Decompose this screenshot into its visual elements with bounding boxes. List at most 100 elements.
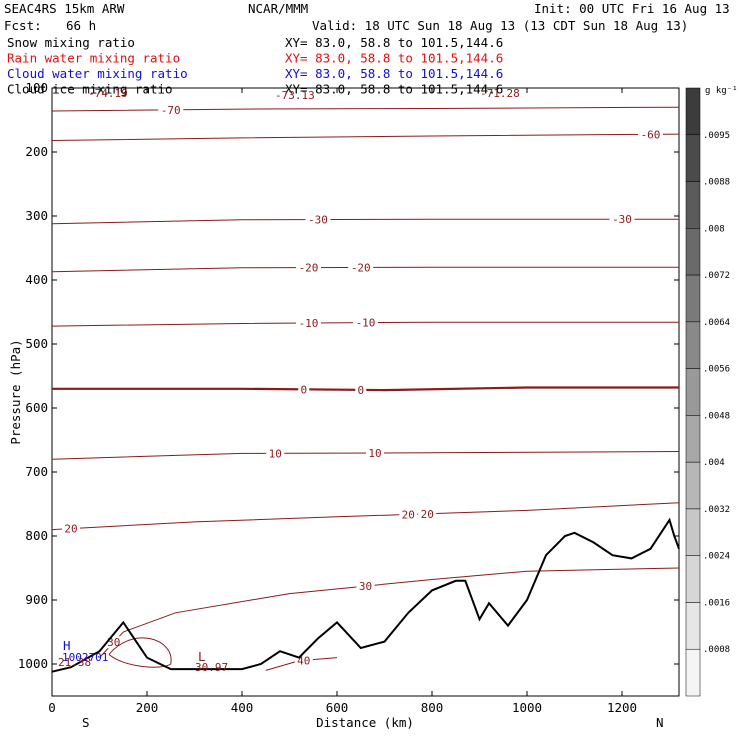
- model-title: SEAC4RS 15km ARW: [4, 1, 125, 16]
- colorbar-swatch-7: [685, 415, 701, 463]
- x-tick-label-4: 800: [421, 700, 444, 715]
- contour-label-bg-7-1: [399, 508, 418, 521]
- x-end-right: N: [656, 715, 664, 730]
- org-title: NCAR/MMM: [248, 1, 308, 16]
- contour-0: [51, 106, 680, 112]
- contour-5: [52, 386, 679, 392]
- colorbar: .0095 .0088 .008 .0072 .0064 .0056 .0048 .004 .0…: [685, 87, 730, 697]
- contour-label-bg-2-1: [609, 213, 635, 226]
- contour-label-bg-7-2: [418, 507, 437, 520]
- contour-label-bg-3-1: [348, 261, 374, 274]
- contour-label-6-0: 10: [269, 447, 282, 460]
- y-tick-label-2: 300: [25, 208, 48, 223]
- contour-label-3-1: -20: [351, 261, 371, 274]
- colorbar-unit: g kg⁻¹: [705, 86, 738, 96]
- plot-area: -70 -60 -30 -30 -20 -20 -10 -10 0 0 10 10 20 20 20 30 30…: [18, 80, 680, 715]
- field-xy-2: XY= 83.0, 58.8 to 101.5,144.6: [285, 66, 503, 81]
- contour-label-bg-2-0: [305, 213, 331, 226]
- y-tick-label-3: 400: [25, 272, 48, 287]
- colorbar-swatch-4: [685, 274, 701, 323]
- field-name-0: Snow mixing ratio: [7, 35, 135, 50]
- contour-label-7-1: 20: [402, 508, 415, 521]
- colorbar-label-10: .0016: [703, 598, 730, 608]
- terrain-outline: [51, 517, 680, 673]
- init-time: Init: 00 UTC Fri 16 Aug 13: [534, 1, 730, 16]
- low-value: 30.97: [195, 661, 228, 674]
- x-tick-label-6: 1200: [607, 700, 637, 715]
- contour-label-bg-6-0: [266, 447, 285, 460]
- contour-label-0-0: -70: [161, 104, 181, 117]
- contour-label-bg-5-0: [298, 383, 310, 396]
- temperature-contours: -70 -60 -30 -30 -20 -20 -10 -10 0 0 10 10 20 20 20 30 30…: [51, 103, 680, 671]
- contour-label-2-0: -30: [308, 214, 328, 227]
- contour-label-bg-4-1: [353, 316, 378, 329]
- x-tick-label-1: 200: [136, 700, 159, 715]
- colorbar-swatch-0: [685, 87, 701, 136]
- colorbar-label-1: .0088: [703, 178, 730, 188]
- contour-label-bg-5-1: [355, 383, 367, 396]
- colorbar-label-5: .0056: [703, 365, 730, 375]
- contour-label-bg-3-0: [296, 261, 321, 274]
- contour-7: [51, 502, 680, 531]
- field-name-2: Cloud water mixing ratio: [7, 66, 188, 81]
- contour-loop: [108, 637, 172, 668]
- contour-6: [51, 451, 680, 460]
- field-legend: Snow mixing ratio XY= 83.0, 58.8 to 101.5…: [7, 35, 503, 97]
- contour-4: [51, 321, 679, 327]
- high-value-a: 1002701: [62, 651, 108, 664]
- contour-label-1-0: -60: [641, 128, 661, 141]
- colorbar-label-11: .0008: [703, 645, 730, 655]
- colorbar-swatch-3: [685, 228, 701, 276]
- contour-label-3-0: -20: [299, 262, 319, 275]
- valid-time: Valid: 18 UTC Sun 18 Aug 13 (13 CDT Sun …: [312, 18, 688, 33]
- y-tick-label-5: 600: [25, 400, 48, 415]
- top-left-annotation: -74.19: [88, 87, 128, 100]
- y-tick-label-7: 800: [25, 528, 48, 543]
- colorbar-swatch-10: [685, 555, 701, 603]
- colorbar-label-8: .0032: [703, 505, 730, 515]
- x-tick-label-5: 1000: [512, 700, 542, 715]
- x-tick-label-3: 600: [326, 700, 349, 715]
- field-xy-0: XY= 83.0, 58.8 to 101.5,144.6: [285, 35, 503, 50]
- x-tick-label-2: 400: [231, 700, 254, 715]
- contour-label-6-1: 10: [368, 447, 381, 460]
- field-name-1: Rain water mixing ratio: [7, 51, 180, 66]
- y-tick-label-9: 1000: [18, 656, 48, 671]
- contour-8: [99, 567, 680, 658]
- contour-label-4-0: -10: [299, 317, 319, 330]
- colorbar-swatch-8: [685, 461, 701, 510]
- colorbar-label-4: .0064: [703, 318, 730, 328]
- x-axis: 0 200 400 600 800 1000 1200: [48, 88, 637, 715]
- colorbar-label-3: .0072: [703, 271, 730, 281]
- contour-label-5-1: 0: [357, 384, 364, 397]
- colorbar-swatch-12: [685, 648, 701, 697]
- colorbar-label-6: .0048: [703, 411, 730, 421]
- top-right-annotation: -71.28: [480, 87, 520, 100]
- y-axis-title: Pressure (hPa): [8, 339, 23, 444]
- y-tick-label-8: 900: [25, 592, 48, 607]
- high-marker: H: [63, 638, 71, 653]
- low-marker: L: [198, 649, 206, 664]
- field-name-3: Cloud ice mixing ratio: [7, 82, 173, 97]
- contour-3: [51, 266, 679, 273]
- contour-label-7-0: 20: [64, 523, 77, 536]
- colorbar-swatch-2: [685, 181, 701, 229]
- y-tick-label-1: 200: [25, 144, 48, 159]
- contour-label-8-1: 30: [359, 580, 372, 593]
- high-value-b: 21.38: [58, 656, 91, 669]
- contour-label-bg-4-0: [296, 317, 321, 330]
- colorbar-label-2: .008: [703, 224, 725, 234]
- contour-label-5-0: 0: [300, 383, 307, 396]
- contour-label-bg-8-1: [356, 580, 375, 593]
- colorbar-swatch-5: [685, 321, 701, 369]
- colorbar-swatch-11: [685, 602, 701, 650]
- plot-frame: [51, 87, 680, 697]
- colorbar-swatch-1: [685, 134, 701, 182]
- contour-label-2-1: -30: [612, 213, 632, 226]
- contour-label-4-1: -10: [356, 317, 376, 330]
- top-mid-annotation: -73.13: [275, 89, 315, 102]
- contour-label-bg-0-0: [158, 103, 184, 116]
- colorbar-label-0: .0095: [703, 131, 730, 141]
